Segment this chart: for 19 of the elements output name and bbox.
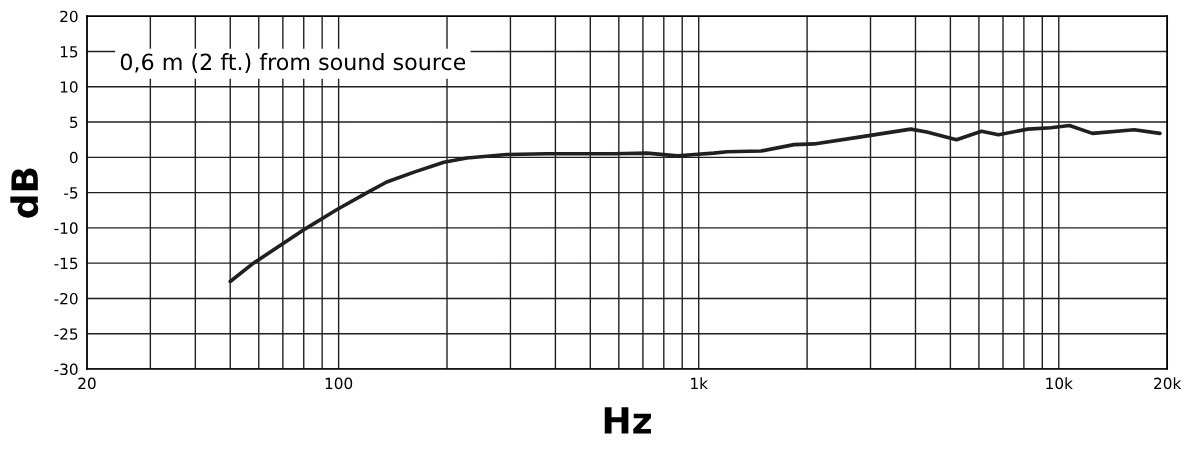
x-axis-title: Hz [604, 407, 651, 434]
y-tick-label: 0 [69, 151, 78, 164]
y-tick-label: -5 [64, 187, 78, 199]
y-axis-title: dB [10, 168, 39, 218]
x-tick-label: 10k [1046, 377, 1073, 390]
y-tick-label: -25 [54, 328, 78, 340]
x-tick-label: 20k [1154, 377, 1182, 390]
y-tick-label: 15 [60, 46, 78, 58]
annotation: 0,6 m (2 ft.) from sound source [120, 53, 466, 73]
x-tick-label: 1k [691, 377, 708, 389]
y-tick-label: 10 [60, 81, 78, 93]
y-tick-label: -20 [54, 292, 78, 305]
y-tick-label: 20 [60, 10, 78, 23]
x-tick-label: 100 [325, 377, 353, 390]
y-tick-label: -10 [54, 222, 78, 234]
y-tick-label: 5 [70, 116, 78, 129]
y-tick-label: -30 [54, 363, 78, 376]
x-tick-label: 20 [78, 377, 96, 390]
y-tick-label: -15 [54, 257, 78, 270]
